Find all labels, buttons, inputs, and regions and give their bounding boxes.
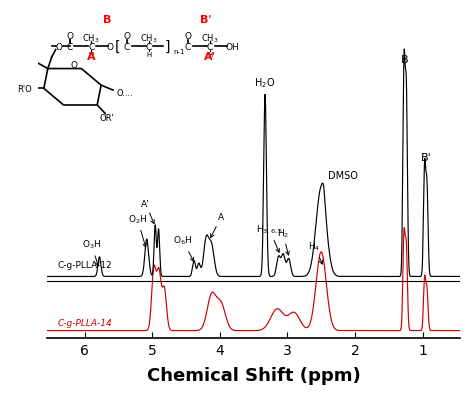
Text: B: B xyxy=(401,55,409,65)
Text: O....: O.... xyxy=(117,89,134,98)
Text: O$_3$H: O$_3$H xyxy=(82,238,101,266)
Text: O: O xyxy=(123,32,130,41)
Text: R'O: R'O xyxy=(17,85,32,94)
Text: H: H xyxy=(89,52,94,57)
Text: H$_4$: H$_4$ xyxy=(308,240,322,264)
Text: C: C xyxy=(66,43,73,52)
Text: CH$_3$: CH$_3$ xyxy=(140,33,157,45)
Text: O: O xyxy=(107,43,113,52)
Text: [: [ xyxy=(115,40,121,54)
Text: H$_2$O: H$_2$O xyxy=(255,76,276,90)
Text: O: O xyxy=(184,32,191,41)
Text: O: O xyxy=(66,32,73,41)
Text: DMSO: DMSO xyxy=(328,171,358,180)
Text: C: C xyxy=(207,43,213,52)
Text: A': A' xyxy=(204,52,216,62)
Text: C-g-PLLA-14: C-g-PLLA-14 xyxy=(57,318,112,327)
Text: H$_{3,6,5}$: H$_{3,6,5}$ xyxy=(256,223,283,253)
Text: H$_2$: H$_2$ xyxy=(276,227,289,255)
Text: C-g-PLLA-12: C-g-PLLA-12 xyxy=(57,260,112,269)
Text: OR': OR' xyxy=(100,114,114,123)
Text: H: H xyxy=(207,52,212,57)
Text: C: C xyxy=(185,43,191,52)
Text: ]: ] xyxy=(164,40,170,54)
Text: H: H xyxy=(146,52,151,57)
Text: O: O xyxy=(71,61,78,70)
Text: A': A' xyxy=(141,199,155,224)
Text: O$_6$H: O$_6$H xyxy=(173,235,194,261)
Text: B': B' xyxy=(421,153,432,163)
Text: CH$_3$: CH$_3$ xyxy=(82,33,100,45)
Text: O$_2$H: O$_2$H xyxy=(128,213,147,247)
Text: C: C xyxy=(146,43,152,52)
Text: C: C xyxy=(88,43,94,52)
Text: n-1: n-1 xyxy=(173,49,185,55)
Text: CH$_3$: CH$_3$ xyxy=(201,33,219,45)
Text: A: A xyxy=(211,213,224,238)
Text: O: O xyxy=(55,43,62,52)
X-axis label: Chemical Shift (ppm): Chemical Shift (ppm) xyxy=(147,366,360,384)
Text: B: B xyxy=(103,15,111,25)
Text: OH: OH xyxy=(226,43,239,52)
Text: B': B' xyxy=(200,15,211,25)
Text: A: A xyxy=(87,52,96,62)
Text: C: C xyxy=(124,43,130,52)
